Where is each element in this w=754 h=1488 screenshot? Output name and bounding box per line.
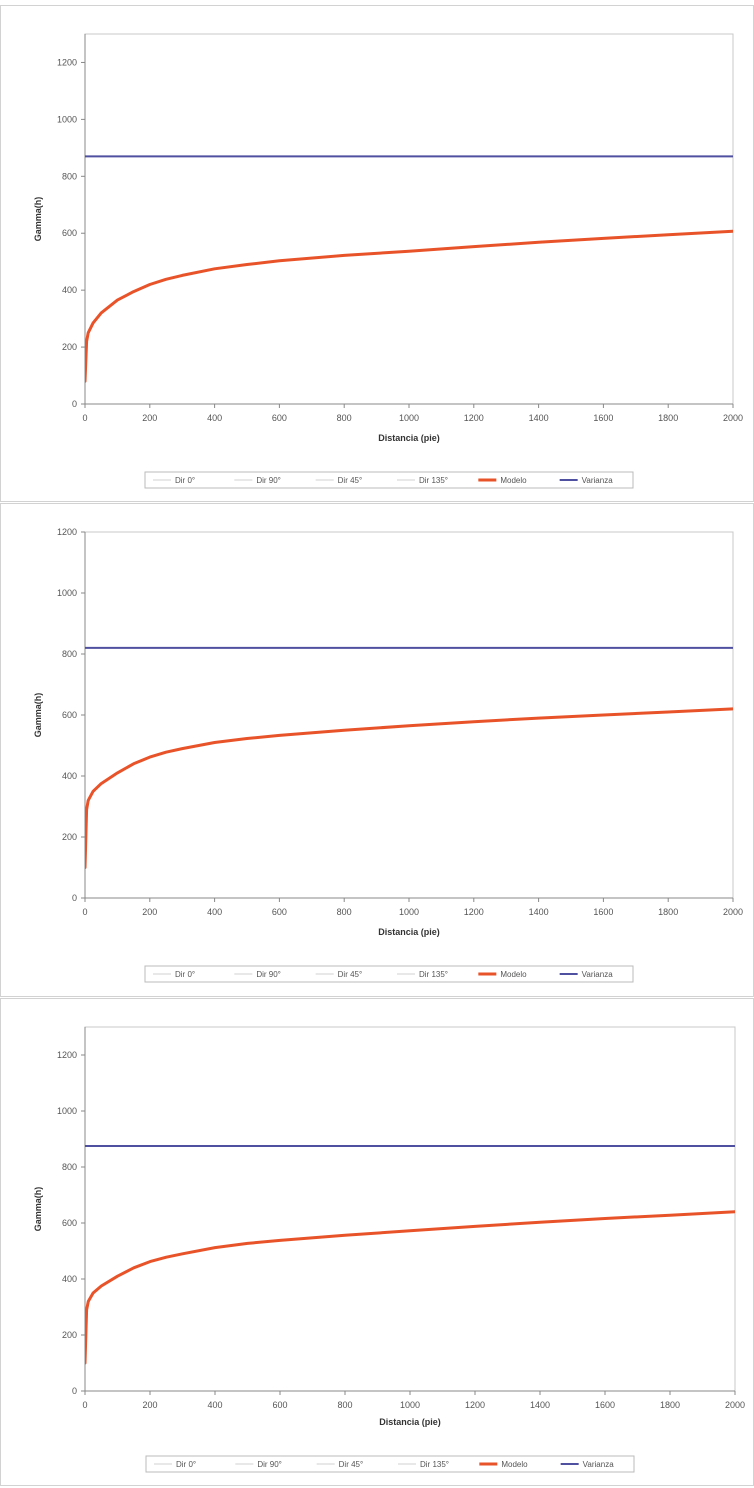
legend-label-varianza: Varianza — [582, 970, 614, 979]
legend-label-dir-0: Dir 0° — [176, 1460, 196, 1469]
x-tick-label: 0 — [82, 1400, 87, 1410]
x-tick-label: 1400 — [529, 413, 549, 423]
y-tick-label: 1000 — [57, 1106, 77, 1116]
legend-label-dir-0: Dir 0° — [175, 970, 195, 979]
x-tick-label: 200 — [142, 1400, 157, 1410]
x-axis-title: Distancia (pie) — [378, 433, 440, 443]
legend-label-dir-45: Dir 45° — [338, 476, 363, 485]
x-axis-title: Distancia (pie) — [378, 927, 440, 937]
x-tick-label: 600 — [272, 1400, 287, 1410]
chart-panel-2: 0 200 400 600 800 1000 1200 0 200 400 600 800 1000 12… — [0, 503, 754, 997]
legend-label-dir-90: Dir 90° — [257, 1460, 282, 1469]
legend-label-modelo: Modelo — [500, 970, 527, 979]
y-tick-label: 800 — [62, 649, 77, 659]
x-tick-label: 600 — [272, 413, 287, 423]
x-tick-label: 1400 — [529, 907, 549, 917]
x-tick-label: 1200 — [464, 907, 484, 917]
chart-panel-1: 0 200 400 600 800 1000 1200 0 200 400 600 800 1000 12… — [0, 5, 754, 502]
x-tick-label: 1800 — [660, 1400, 680, 1410]
y-axis-title: Gamma(h) — [33, 1187, 43, 1232]
x-tick-label: 1200 — [465, 1400, 485, 1410]
y-tick-label: 600 — [62, 710, 77, 720]
y-tick-label: 200 — [62, 1330, 77, 1340]
variogram-chart-2: 0 200 400 600 800 1000 1200 0 200 400 600 800 1000 12… — [33, 527, 743, 983]
x-tick-label: 1200 — [464, 413, 484, 423]
legend-label-varianza: Varianza — [582, 476, 614, 485]
legend-label-dir-45: Dir 45° — [338, 970, 363, 979]
legend-box — [144, 471, 634, 489]
x-tick-label: 1600 — [593, 413, 613, 423]
y-tick-label: 0 — [72, 893, 77, 903]
x-tick-label: 200 — [142, 413, 157, 423]
x-axis-title: Distancia (pie) — [379, 1417, 441, 1427]
series-line-modelo — [85, 1210, 735, 1365]
x-tick-label: 2000 — [725, 1400, 745, 1410]
plot-area — [84, 1026, 736, 1392]
x-tick-label: 2000 — [723, 413, 743, 423]
x-tick-label: 800 — [337, 413, 352, 423]
x-tick-label: 1400 — [530, 1400, 550, 1410]
x-tick-label: 800 — [337, 1400, 352, 1410]
x-tick-label: 400 — [207, 1400, 222, 1410]
y-tick-label: 400 — [62, 1274, 77, 1284]
y-tick-label: 1000 — [57, 588, 77, 598]
chart-panel-3: 0 200 400 600 800 1000 1200 0 200 400 600 800 1000 12… — [0, 998, 754, 1486]
y-axis-title: Gamma(h) — [33, 693, 43, 738]
y-tick-label: 1200 — [57, 1050, 77, 1060]
y-tick-label: 200 — [62, 832, 77, 842]
x-tick-label: 1000 — [399, 413, 419, 423]
y-tick-label: 200 — [62, 342, 77, 352]
legend-box — [144, 965, 634, 983]
x-tick-label: 1800 — [658, 907, 678, 917]
x-tick-label: 2000 — [723, 907, 743, 917]
legend-box — [145, 1455, 635, 1473]
x-tick-label: 1800 — [658, 413, 678, 423]
y-tick-label: 800 — [62, 171, 77, 181]
x-tick-label: 0 — [82, 907, 87, 917]
x-tick-label: 1000 — [399, 907, 419, 917]
y-tick-label: 1000 — [57, 114, 77, 124]
x-tick-label: 600 — [272, 907, 287, 917]
y-tick-label: 400 — [62, 285, 77, 295]
legend-label-modelo: Modelo — [500, 476, 527, 485]
plot-area — [84, 33, 734, 405]
legend-label-dir-45: Dir 45° — [339, 1460, 364, 1469]
x-tick-label: 400 — [207, 413, 222, 423]
x-tick-label: 1600 — [593, 907, 613, 917]
legend-label-dir-135: Dir 135° — [419, 970, 448, 979]
x-tick-label: 200 — [142, 907, 157, 917]
y-tick-label: 0 — [72, 399, 77, 409]
y-tick-label: 1200 — [57, 527, 77, 537]
x-tick-label: 0 — [82, 413, 87, 423]
y-tick-label: 0 — [72, 1386, 77, 1396]
y-tick-label: 600 — [62, 1218, 77, 1228]
legend-label-varianza: Varianza — [583, 1460, 615, 1469]
x-tick-label: 400 — [207, 907, 222, 917]
x-tick-label: 1600 — [595, 1400, 615, 1410]
y-tick-label: 1200 — [57, 57, 77, 67]
legend-label-dir-135: Dir 135° — [419, 476, 448, 485]
variogram-chart-3: 0 200 400 600 800 1000 1200 0 200 400 600 800 1000 12… — [33, 1026, 745, 1473]
y-tick-label: 800 — [62, 1162, 77, 1172]
variogram-chart-1: 0 200 400 600 800 1000 1200 0 200 400 600 800 1000 12… — [33, 33, 743, 489]
y-axis-title: Gamma(h) — [33, 197, 43, 242]
y-tick-label: 400 — [62, 771, 77, 781]
series-line-modelo — [85, 707, 733, 869]
legend-label-dir-90: Dir 90° — [256, 970, 281, 979]
legend-label-modelo: Modelo — [501, 1460, 528, 1469]
legend-label-dir-135: Dir 135° — [420, 1460, 449, 1469]
legend-label-dir-0: Dir 0° — [175, 476, 195, 485]
legend-label-dir-90: Dir 90° — [256, 476, 281, 485]
y-tick-label: 600 — [62, 228, 77, 238]
series-line-modelo — [85, 229, 733, 383]
x-tick-label: 800 — [337, 907, 352, 917]
x-tick-label: 1000 — [400, 1400, 420, 1410]
